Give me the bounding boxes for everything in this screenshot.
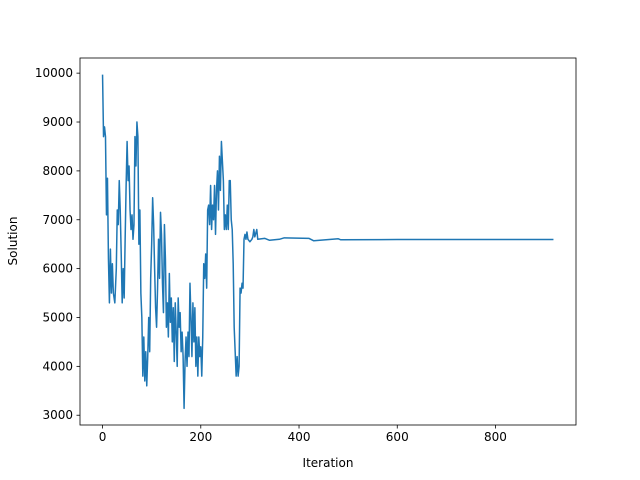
y-tick-label: 10000 xyxy=(35,66,73,80)
y-axis-label: Solution xyxy=(6,217,20,266)
data-line xyxy=(101,74,554,410)
x-tick-label: 400 xyxy=(288,430,311,444)
y-tick-label: 5000 xyxy=(42,310,73,324)
x-tick-label: 800 xyxy=(484,430,507,444)
y-tick-label: 3000 xyxy=(42,408,73,422)
x-tick-label: 0 xyxy=(99,430,107,444)
x-axis-label: Iteration xyxy=(303,456,354,470)
y-tick-label: 6000 xyxy=(42,262,73,276)
y-tick-label: 9000 xyxy=(42,115,73,129)
x-tick-label: 200 xyxy=(189,430,212,444)
x-tick-label: 600 xyxy=(386,430,409,444)
y-tick-label: 8000 xyxy=(42,164,73,178)
y-tick-label: 4000 xyxy=(42,359,73,373)
axes-frame xyxy=(79,57,577,426)
y-tick-label: 7000 xyxy=(42,213,73,227)
